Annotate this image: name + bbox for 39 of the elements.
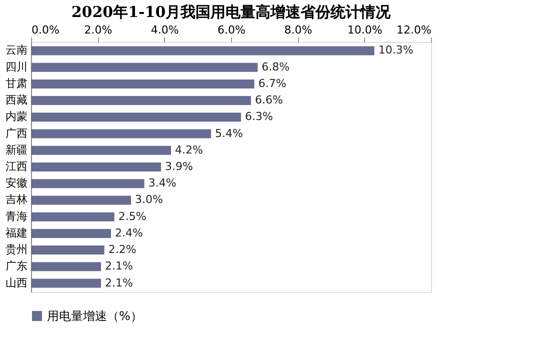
y-tick-label: 广西	[6, 126, 28, 140]
y-tick-label: 四川	[6, 60, 28, 74]
x-tick-label: 6.0%	[218, 24, 246, 36]
x-tick-label: 0.0%	[32, 24, 60, 36]
y-tick-label: 云南	[6, 44, 28, 57]
legend-label: 用电量增速（%）	[47, 309, 142, 323]
x-tick-label: 4.0%	[150, 24, 179, 36]
y-tick-label: 甘肃	[6, 76, 28, 90]
data-label: 5.4%	[215, 126, 243, 140]
y-tick-label: 西藏	[6, 94, 28, 107]
data-label: 3.0%	[135, 193, 163, 206]
x-tick-label: 2.0%	[84, 24, 112, 36]
data-label: 2.4%	[115, 226, 143, 240]
data-label: 2.1%	[105, 260, 133, 273]
y-tick-label: 福建	[6, 226, 28, 240]
y-tick-label: 青海	[6, 210, 28, 223]
data-label: 3.4%	[148, 176, 176, 190]
data-label: 2.5%	[118, 210, 146, 223]
x-tick-label: 10.0%	[347, 24, 382, 36]
y-tick-label: 吉林	[6, 193, 28, 206]
x-tick-label: 12.0%	[396, 24, 432, 36]
y-tick-label: 贵州	[6, 243, 28, 256]
chart-title: 2020年1-10月我国用电量高增速省份统计情况	[71, 3, 392, 21]
data-label: 3.9%	[165, 160, 193, 173]
y-tick-label: 安徽	[6, 176, 28, 190]
data-label: 2.1%	[105, 276, 133, 290]
data-label: 2.2%	[108, 243, 136, 256]
y-tick-label: 内蒙	[6, 110, 28, 124]
data-label: 6.7%	[258, 76, 286, 90]
data-label: 4.2%	[175, 143, 203, 156]
data-label: 10.3%	[378, 44, 414, 57]
y-tick-label: 山西	[6, 276, 28, 290]
data-label: 6.3%	[245, 110, 273, 124]
y-tick-label: 新疆	[6, 143, 28, 156]
data-label: 6.6%	[255, 94, 283, 107]
y-tick-label: 江西	[6, 160, 28, 173]
data-label: 6.8%	[262, 60, 290, 74]
x-tick-label: 8.0%	[284, 24, 312, 36]
y-tick-label: 广东	[6, 260, 28, 273]
